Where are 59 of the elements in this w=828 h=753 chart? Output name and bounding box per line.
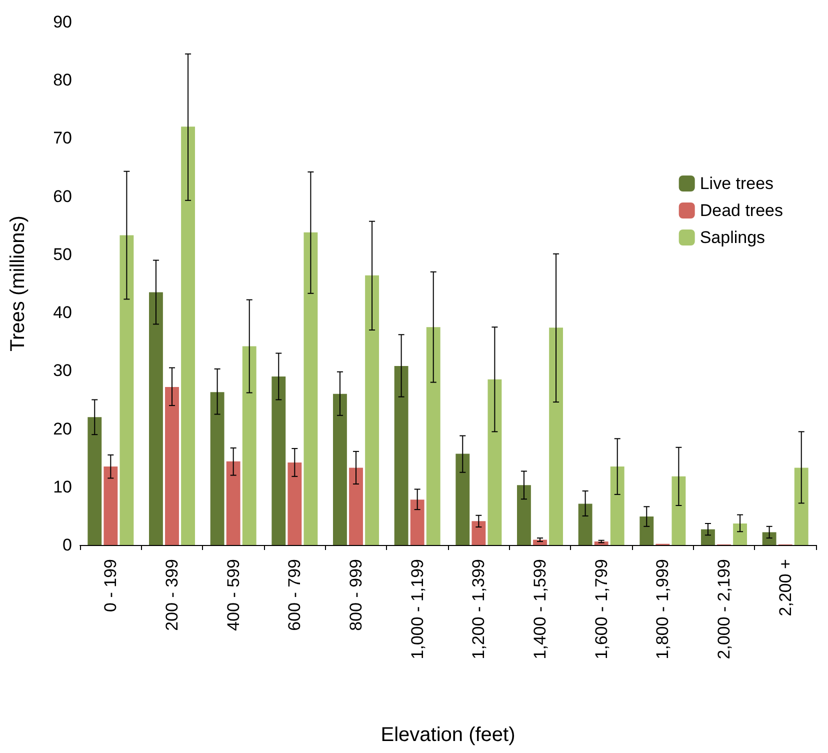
- x-tick-label: 1,400 - 1,599: [530, 559, 550, 660]
- y-tick-label: 30: [53, 361, 72, 380]
- bar: [549, 328, 563, 545]
- bar: [149, 292, 163, 545]
- bar: [304, 232, 318, 545]
- bar: [426, 327, 440, 545]
- bar: [610, 466, 624, 545]
- bar: [488, 379, 502, 545]
- x-tick-label: 2,200 +: [776, 558, 795, 616]
- bar: [210, 392, 224, 545]
- y-tick-label: 60: [53, 186, 72, 206]
- legend-label: Dead trees: [700, 201, 784, 220]
- bar: [578, 504, 592, 545]
- bar: [165, 386, 179, 545]
- bar: [733, 524, 747, 545]
- bar: [517, 485, 531, 545]
- bar: [762, 532, 776, 545]
- bar: [394, 366, 408, 545]
- x-tick-label: 2,000 - 2,199: [714, 559, 734, 660]
- bar: [242, 346, 256, 545]
- x-tick-label: 800 - 999: [346, 559, 366, 631]
- y-tick-label: 40: [53, 303, 72, 322]
- y-tick-label: 90: [53, 12, 72, 32]
- bar: [272, 376, 286, 545]
- x-tick-label: 1,000 - 1,199: [408, 559, 427, 660]
- y-tick-label: 80: [53, 70, 72, 90]
- legend-label: Saplings: [700, 228, 766, 247]
- bar: [794, 468, 808, 545]
- bar: [456, 454, 470, 545]
- bar: [88, 417, 102, 545]
- legend-label: Live trees: [700, 174, 774, 193]
- bar: [333, 394, 347, 545]
- bar: [288, 462, 302, 545]
- x-tick-label: 1,200 - 1,399: [469, 559, 488, 660]
- x-tick-label: 1,600 - 1,799: [592, 559, 611, 660]
- bar: [120, 235, 134, 545]
- bar: [472, 521, 486, 545]
- bar: [349, 468, 363, 545]
- y-tick-label: 20: [53, 419, 72, 438]
- bar: [226, 461, 240, 545]
- y-tick-label: 50: [53, 244, 72, 264]
- y-axis-title: Trees (millions): [7, 216, 29, 352]
- x-tick-label: 600 - 799: [285, 559, 304, 631]
- x-tick-label: 0 - 199: [101, 559, 120, 612]
- x-tick-label: 1,800 - 1,999: [653, 559, 672, 660]
- x-axis-title: Elevation (feet): [380, 724, 516, 746]
- bar: [104, 466, 118, 545]
- bar: [410, 500, 424, 545]
- bar: [533, 540, 547, 545]
- x-tick-label: 400 - 599: [224, 559, 243, 631]
- bar: [181, 126, 195, 545]
- bar: [672, 476, 686, 545]
- y-tick-label: 0: [62, 536, 72, 554]
- bar: [365, 275, 379, 545]
- y-tick-label: 10: [53, 477, 72, 496]
- x-tick-label: 200 - 399: [162, 559, 182, 631]
- bar: [640, 516, 654, 545]
- y-tick-label: 70: [53, 128, 72, 148]
- bar: [701, 529, 715, 545]
